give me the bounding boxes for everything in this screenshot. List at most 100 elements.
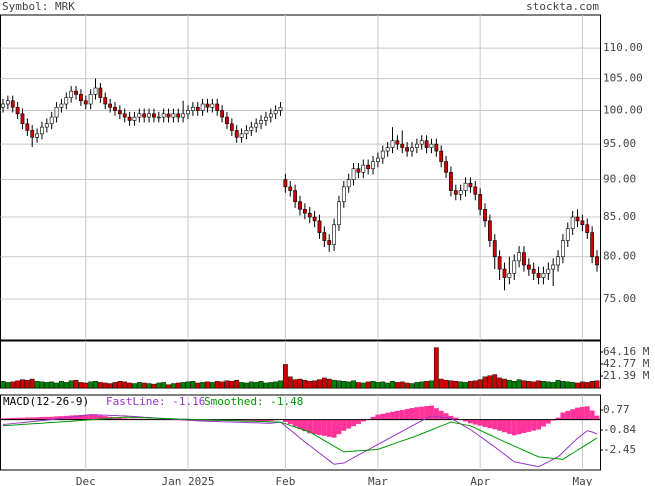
macd-histogram-bar: [560, 412, 566, 420]
x-tick-label: Jan 2025: [162, 475, 215, 486]
volume-bar: [287, 376, 293, 389]
volume-bar: [239, 382, 244, 389]
macd-histogram-bar: [584, 406, 590, 420]
candle-body: [127, 116, 132, 121]
macd-histogram-bar: [282, 419, 288, 422]
volume-bar: [180, 382, 186, 389]
macd-histogram-bar: [482, 419, 488, 427]
candle-body: [497, 256, 502, 270]
candle-body: [293, 190, 298, 203]
volume-bar: [326, 378, 332, 389]
macd-histogram-bar: [122, 418, 128, 420]
macd-histogram-bar: [297, 419, 303, 429]
candle-body: [502, 268, 507, 278]
macd-histogram-bar: [0, 418, 6, 420]
volume-bar: [156, 382, 162, 389]
legend-entry: FastLine: -1.16: [106, 395, 205, 408]
candle-body: [453, 190, 458, 195]
macd-line: [2, 414, 598, 468]
candle-body: [88, 94, 93, 105]
candle-body: [551, 264, 556, 270]
macd-histogram-bar: [404, 409, 410, 420]
macd-histogram-bar: [360, 419, 366, 422]
candle-body: [337, 201, 341, 226]
volume-bar: [73, 379, 79, 389]
macd-histogram-bar: [526, 419, 532, 432]
macd-histogram-bar: [307, 419, 313, 434]
volume-bar: [516, 379, 522, 389]
volume-bar: [545, 381, 551, 389]
macd-histogram-bar: [78, 414, 84, 420]
macd-histogram-bar: [49, 416, 55, 420]
candle-body: [327, 240, 332, 245]
macd-histogram-bar: [10, 417, 16, 420]
volume-bar: [375, 382, 381, 389]
candle-body: [181, 113, 186, 118]
y-tick-label: 100.00: [603, 104, 643, 117]
candle-body: [20, 113, 25, 125]
y-tick-label: 21.39 M: [603, 369, 650, 382]
candle-body: [44, 123, 49, 128]
macd-histogram-bar: [540, 419, 546, 427]
macd-histogram-bar: [487, 419, 493, 429]
y-tick-label: 64.16 M: [603, 345, 650, 358]
volume-bar: [63, 382, 69, 389]
macd-histogram-bar: [355, 419, 361, 424]
panel-frame: [0, 14, 601, 341]
volume-bar: [59, 381, 64, 389]
candle-body: [244, 130, 249, 135]
macd-histogram-bar: [531, 419, 537, 431]
candle-body: [561, 240, 565, 258]
volume-bar: [171, 383, 176, 389]
volume-bar: [365, 381, 371, 389]
volume-bar: [468, 381, 473, 389]
candle-body: [312, 216, 317, 222]
candle-body: [186, 110, 190, 115]
candle-body: [15, 106, 20, 115]
candle-body: [40, 126, 44, 135]
volume-bar: [448, 380, 454, 389]
macd-histogram-bar: [317, 419, 322, 435]
macd-histogram-bar: [39, 416, 45, 420]
candle-body: [302, 209, 307, 214]
volume-bar: [380, 381, 386, 389]
candle-body: [512, 260, 517, 274]
macd-histogram-bar: [302, 419, 308, 432]
volume-bar: [487, 375, 493, 389]
candle-body: [414, 143, 419, 148]
volume-bar: [234, 379, 240, 389]
candle-body: [137, 113, 142, 118]
macd-histogram-bar: [385, 412, 391, 420]
volume-bar: [83, 382, 89, 389]
candle-body: [468, 182, 473, 188]
volume-bar: [273, 381, 279, 389]
volume-bar: [214, 381, 220, 389]
volume-bar: [122, 381, 128, 389]
macd-histogram-bar: [20, 417, 25, 420]
macd-histogram-bar: [5, 418, 11, 420]
candle-body: [449, 172, 453, 191]
volume-bar: [575, 382, 580, 389]
candle-body: [113, 106, 117, 111]
macd-histogram-bar: [511, 419, 517, 436]
x-tick-label: May: [572, 475, 592, 486]
volume-bar: [317, 379, 322, 389]
volume-bar: [482, 376, 488, 389]
macd-histogram-bar: [102, 416, 108, 420]
volume-bar: [229, 381, 235, 389]
macd-histogram-bar: [93, 414, 98, 420]
candle-body: [278, 106, 283, 111]
volume-bar: [399, 381, 405, 389]
candle-body: [366, 164, 371, 170]
candle-body: [10, 100, 15, 108]
volume-bar: [190, 381, 196, 389]
volume-bar: [205, 381, 210, 389]
volume-bar: [136, 382, 142, 389]
macd-histogram-bar: [243, 419, 249, 421]
legend-entry: Smoothed: -1.48: [204, 395, 303, 408]
volume-bar: [146, 383, 152, 389]
candle-body: [239, 133, 244, 138]
volume-bar: [112, 382, 118, 389]
volume-bar: [589, 381, 595, 389]
macd-histogram-bar: [536, 419, 542, 430]
